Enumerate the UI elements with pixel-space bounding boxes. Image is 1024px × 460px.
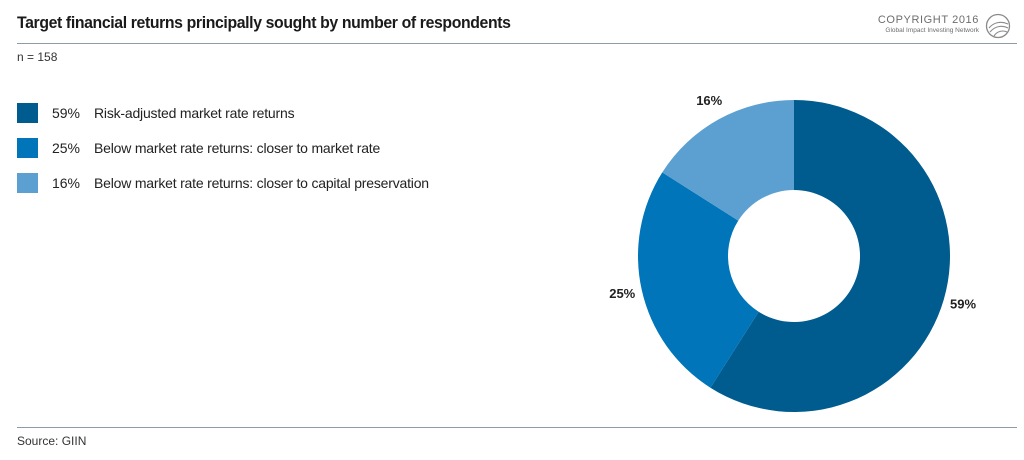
- legend: 59% Risk-adjusted market rate returns 25…: [17, 103, 429, 208]
- legend-percent: 59%: [51, 105, 80, 121]
- legend-percent: 25%: [51, 140, 80, 156]
- donut-slice-below-market-rate-returns-closer-to-market-rate: [638, 172, 759, 388]
- sample-size-label: n = 158: [17, 50, 58, 64]
- legend-swatch: [17, 173, 38, 193]
- legend-item: 25% Below market rate returns: closer to…: [17, 138, 429, 158]
- giin-logo-icon: [985, 13, 1011, 39]
- donut-chart: 59% 25% 16%: [609, 93, 976, 413]
- donut-slice-below-market-rate-returns-closer-to-capital-preservation: [662, 100, 794, 221]
- donut-data-label: 59%: [950, 297, 976, 312]
- source-note: Source: GIIN: [17, 434, 87, 448]
- copyright-notice: COPYRIGHT 2016 Global Impact Investing N…: [878, 14, 979, 35]
- copyright-organization: Global Impact Investing Network: [885, 27, 979, 34]
- footer-divider: [17, 427, 1017, 428]
- legend-swatch: [17, 138, 38, 158]
- chart-title: Target financial returns principally sou…: [17, 13, 511, 32]
- legend-swatch: [17, 103, 38, 123]
- donut-data-label: 25%: [609, 286, 635, 301]
- legend-label: Below market rate returns: closer to mar…: [94, 140, 381, 156]
- legend-label: Risk-adjusted market rate returns: [94, 105, 295, 121]
- donut-data-label: 16%: [696, 93, 722, 108]
- legend-item: 59% Risk-adjusted market rate returns: [17, 103, 429, 123]
- legend-item: 16% Below market rate returns: closer to…: [17, 173, 429, 193]
- legend-percent: 16%: [51, 175, 80, 191]
- donut-slice-risk-adjusted-market-rate-returns: [710, 100, 951, 413]
- copyright-year: COPYRIGHT 2016: [877, 14, 979, 26]
- legend-label: Below market rate returns: closer to cap…: [94, 175, 429, 191]
- header-divider: [17, 43, 1017, 44]
